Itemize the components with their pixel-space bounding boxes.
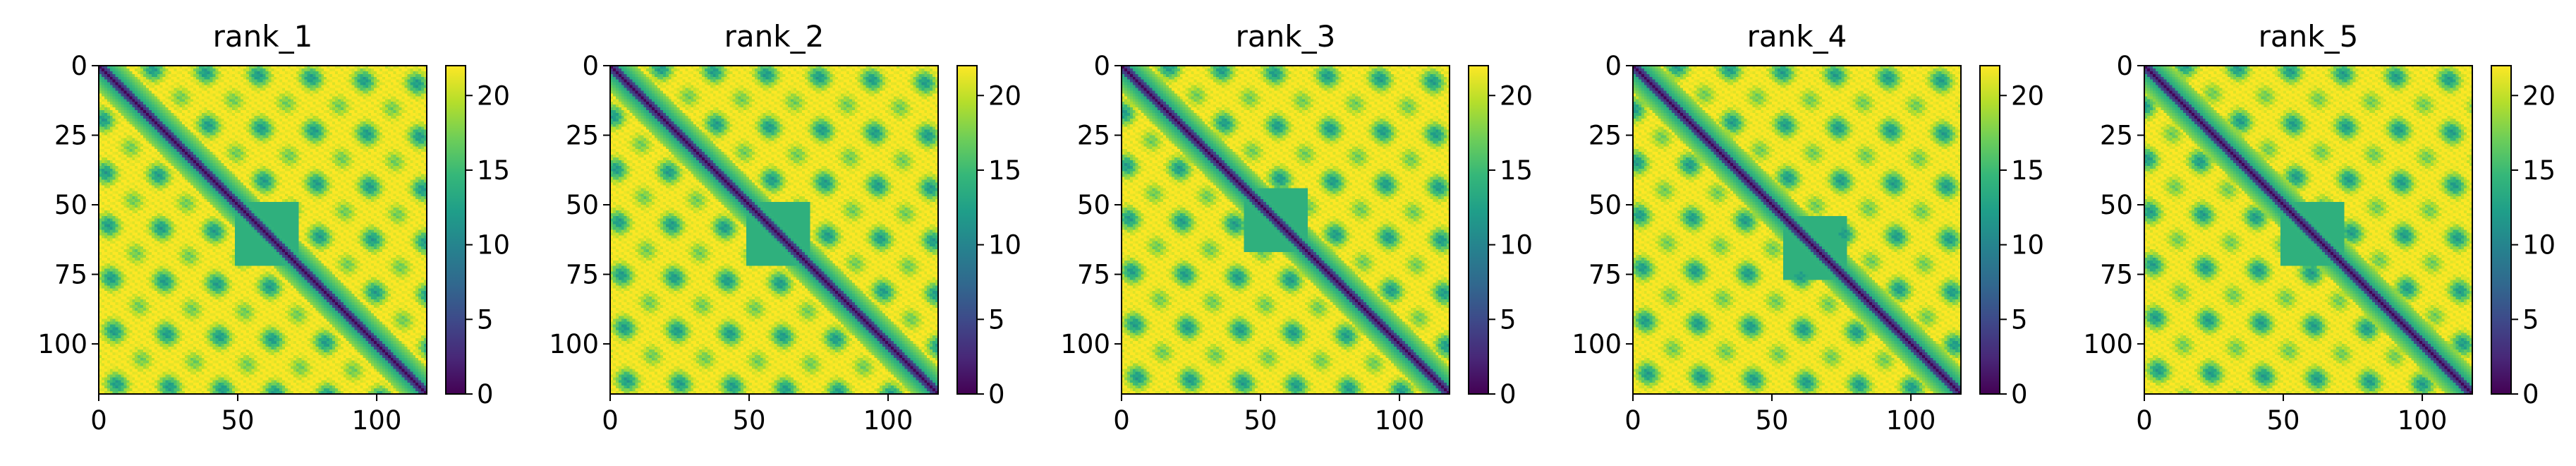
colorbar <box>2491 65 2512 395</box>
colorbar-tick-label: 20 <box>988 80 1021 111</box>
x-tick-label: 0 <box>602 405 619 436</box>
heatmap-image <box>1633 66 1961 394</box>
axes-frame <box>1632 65 1962 395</box>
y-tick-label: 75 <box>1077 260 1110 290</box>
x-tick-label: 0 <box>2136 405 2153 436</box>
colorbar-tick-label: 5 <box>477 304 494 335</box>
y-tick-label: 0 <box>1093 51 1110 81</box>
colorbar-tick-label: 15 <box>2011 155 2044 186</box>
heatmap-image <box>2144 66 2472 394</box>
colorbar-tick-label: 0 <box>477 379 494 410</box>
colorbar-tick-label: 20 <box>477 80 510 111</box>
x-tick-label: 0 <box>1624 405 1641 436</box>
colorbar <box>956 65 978 395</box>
colorbar-tick-label: 0 <box>988 379 1005 410</box>
y-tick-label: 50 <box>54 190 87 220</box>
colorbar-tick-label: 10 <box>2011 230 2044 261</box>
colorbar-tick-label: 0 <box>2011 379 2028 410</box>
x-tick-label: 100 <box>352 405 402 436</box>
colorbar-tick-label: 10 <box>988 230 1021 261</box>
subplot-title: rank_3 <box>1236 19 1336 54</box>
y-tick-label: 0 <box>71 51 87 81</box>
colorbar-tick-label: 10 <box>1500 230 1533 261</box>
axes-frame <box>1121 65 1450 395</box>
colorbar-tick-label: 5 <box>1500 304 1517 335</box>
colorbar-tick-label: 15 <box>2522 155 2556 186</box>
x-tick-label: 100 <box>863 405 913 436</box>
y-tick-label: 75 <box>1588 260 1622 290</box>
y-tick-label: 0 <box>582 51 599 81</box>
y-tick-label: 0 <box>1605 51 1622 81</box>
colorbar-tick-label: 20 <box>1500 80 1533 111</box>
subplot-1: rank_1 0 50 100 0 25 50 75 100 0 5 10 15 20 <box>37 19 510 436</box>
colorbar <box>445 65 466 395</box>
colorbar-tick-label: 20 <box>2011 80 2044 111</box>
y-tick-label: 25 <box>54 121 87 151</box>
heatmap-image <box>1122 66 1450 394</box>
axes-frame <box>2144 65 2473 395</box>
heatmap-image <box>610 66 938 394</box>
subplot-5: rank_5 0 50 100 0 25 50 75 100 0 5 10 15 20 <box>2083 19 2556 436</box>
y-tick-label: 100 <box>1572 329 1622 359</box>
colorbar-tick-label: 5 <box>988 304 1005 335</box>
colorbar-tick-label: 20 <box>2522 80 2556 111</box>
colorbar-tick-label: 5 <box>2522 304 2539 335</box>
y-tick-label: 25 <box>1588 121 1622 151</box>
y-tick-label: 75 <box>2100 260 2133 290</box>
subplot-3: rank_3 0 50 100 0 25 50 75 100 0 5 10 15 20 <box>1060 19 1533 436</box>
colorbar-tick-label: 15 <box>988 155 1021 186</box>
y-tick-label: 100 <box>1060 329 1110 359</box>
x-tick-label: 50 <box>221 405 254 436</box>
y-tick-label: 50 <box>2100 190 2133 220</box>
subplot-title: rank_4 <box>1747 19 1847 54</box>
x-tick-label: 50 <box>1755 405 1788 436</box>
subplot-2: rank_2 0 50 100 0 25 50 75 100 0 5 10 15 20 <box>549 19 1021 436</box>
x-tick-label: 50 <box>2266 405 2299 436</box>
axes-frame <box>609 65 939 395</box>
x-tick-label: 0 <box>90 405 107 436</box>
colorbar-tick-label: 0 <box>2522 379 2539 410</box>
x-tick-label: 100 <box>1886 405 1936 436</box>
colorbar-tick-label: 5 <box>2011 304 2028 335</box>
y-tick-label: 25 <box>1077 121 1110 151</box>
subplot-title: rank_5 <box>2259 19 2359 54</box>
colorbar-tick-label: 10 <box>477 230 510 261</box>
y-tick-label: 100 <box>549 329 599 359</box>
y-tick-label: 25 <box>2100 121 2133 151</box>
x-tick-label: 50 <box>732 405 765 436</box>
y-tick-label: 50 <box>566 190 599 220</box>
x-tick-label: 100 <box>2398 405 2448 436</box>
y-tick-label: 100 <box>37 329 87 359</box>
heatmap-image <box>99 66 427 394</box>
subplot-title: rank_1 <box>213 19 313 54</box>
y-tick-label: 100 <box>2083 329 2133 359</box>
y-tick-label: 75 <box>566 260 599 290</box>
x-tick-label: 0 <box>1113 405 1130 436</box>
y-tick-label: 0 <box>2116 51 2133 81</box>
colorbar <box>1468 65 1489 395</box>
y-tick-label: 50 <box>1077 190 1110 220</box>
colorbar-tick-label: 0 <box>1500 379 1517 410</box>
x-tick-label: 100 <box>1375 405 1425 436</box>
colorbar <box>1979 65 2000 395</box>
y-tick-label: 75 <box>54 260 87 290</box>
colorbar-tick-label: 10 <box>2522 230 2556 261</box>
y-tick-label: 50 <box>1588 190 1622 220</box>
axes-frame <box>98 65 427 395</box>
subplot-title: rank_2 <box>724 19 825 54</box>
colorbar-tick-label: 15 <box>477 155 510 186</box>
subplot-4: rank_4 0 50 100 0 25 50 75 100 0 5 10 15 20 <box>1572 19 2044 436</box>
x-tick-label: 50 <box>1244 405 1277 436</box>
y-tick-label: 25 <box>566 121 599 151</box>
colorbar-tick-label: 15 <box>1500 155 1533 186</box>
